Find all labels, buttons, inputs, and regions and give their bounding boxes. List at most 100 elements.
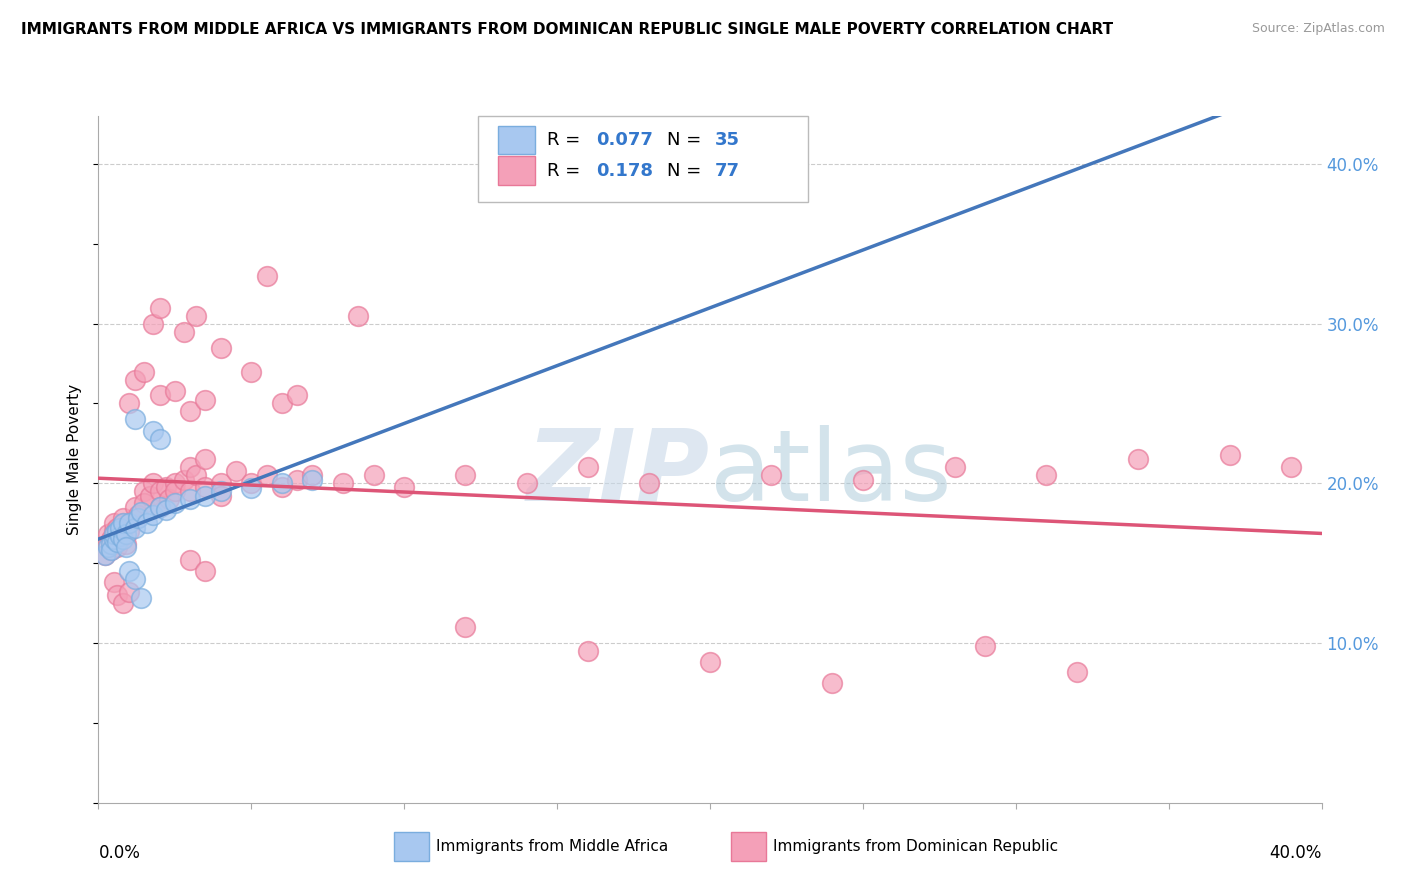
- Text: R =: R =: [547, 162, 586, 180]
- Point: [93, 548, 115, 562]
- Point: [576, 644, 599, 658]
- Point: [186, 468, 208, 483]
- Point: [127, 511, 149, 525]
- Point: [118, 564, 141, 578]
- Point: [209, 489, 232, 503]
- Point: [124, 412, 146, 426]
- Point: [155, 479, 177, 493]
- Point: [115, 527, 138, 541]
- Y-axis label: Single Male Poverty: Single Male Poverty: [67, 384, 83, 535]
- Point: [347, 309, 370, 323]
- Point: [124, 372, 146, 386]
- Text: 0.077: 0.077: [596, 131, 654, 149]
- Point: [149, 484, 172, 499]
- Point: [516, 476, 538, 491]
- Point: [103, 527, 125, 541]
- Point: [209, 476, 232, 491]
- Text: 77: 77: [714, 162, 740, 180]
- Point: [111, 516, 134, 531]
- Point: [124, 521, 146, 535]
- Point: [108, 521, 131, 535]
- Point: [97, 537, 120, 551]
- Point: [637, 476, 661, 491]
- Point: [124, 572, 146, 586]
- Text: Immigrants from Dominican Republic: Immigrants from Dominican Republic: [773, 839, 1059, 854]
- Point: [256, 468, 278, 483]
- Text: R =: R =: [547, 131, 586, 149]
- Point: [186, 309, 208, 323]
- Point: [142, 424, 165, 438]
- Point: [974, 640, 997, 654]
- Point: [105, 588, 128, 602]
- Point: [149, 500, 172, 515]
- Text: atlas: atlas: [710, 425, 952, 522]
- Text: Immigrants from Middle Africa: Immigrants from Middle Africa: [436, 839, 668, 854]
- Point: [1219, 448, 1241, 462]
- Point: [576, 460, 599, 475]
- Point: [240, 476, 263, 491]
- Point: [163, 384, 186, 398]
- Point: [142, 508, 165, 523]
- Point: [1279, 460, 1302, 475]
- Point: [759, 468, 782, 483]
- Point: [301, 473, 323, 487]
- FancyBboxPatch shape: [498, 126, 536, 154]
- Point: [100, 537, 122, 551]
- Point: [127, 508, 149, 523]
- Point: [163, 495, 186, 509]
- Point: [179, 484, 201, 499]
- Point: [115, 537, 138, 551]
- Point: [209, 341, 232, 355]
- Point: [363, 468, 385, 483]
- Point: [270, 479, 292, 493]
- Point: [163, 476, 186, 491]
- Point: [194, 479, 217, 493]
- Point: [194, 393, 217, 408]
- Point: [1066, 665, 1088, 679]
- Point: [149, 432, 172, 446]
- Point: [149, 388, 172, 402]
- FancyBboxPatch shape: [498, 156, 536, 186]
- Point: [97, 527, 120, 541]
- Point: [173, 325, 195, 339]
- Point: [163, 484, 186, 499]
- Point: [118, 585, 141, 599]
- Point: [155, 503, 177, 517]
- Point: [194, 564, 217, 578]
- Point: [943, 460, 966, 475]
- Text: IMMIGRANTS FROM MIDDLE AFRICA VS IMMIGRANTS FROM DOMINICAN REPUBLIC SINGLE MALE : IMMIGRANTS FROM MIDDLE AFRICA VS IMMIGRA…: [21, 22, 1114, 37]
- Point: [1128, 452, 1150, 467]
- Point: [134, 495, 156, 509]
- Point: [108, 527, 131, 541]
- Point: [173, 473, 195, 487]
- Point: [209, 484, 232, 499]
- Point: [142, 317, 165, 331]
- Point: [93, 548, 115, 562]
- Point: [179, 553, 201, 567]
- Point: [821, 676, 844, 690]
- Point: [454, 468, 477, 483]
- Point: [149, 500, 172, 515]
- Point: [240, 481, 263, 495]
- Point: [179, 404, 201, 418]
- Point: [118, 396, 141, 410]
- Text: 0.0%: 0.0%: [98, 844, 141, 862]
- Point: [111, 533, 134, 547]
- Text: 0.178: 0.178: [596, 162, 654, 180]
- Point: [136, 516, 159, 531]
- Point: [285, 388, 308, 402]
- Point: [97, 540, 120, 554]
- Point: [179, 492, 201, 507]
- Point: [105, 540, 128, 554]
- Point: [118, 524, 141, 539]
- Point: [105, 521, 128, 535]
- Point: [108, 533, 131, 547]
- Point: [129, 591, 152, 606]
- Point: [111, 516, 134, 531]
- Point: [301, 468, 323, 483]
- Point: [105, 524, 128, 539]
- Point: [108, 529, 131, 543]
- Point: [139, 489, 162, 503]
- Point: [103, 537, 125, 551]
- Text: 40.0%: 40.0%: [1270, 844, 1322, 862]
